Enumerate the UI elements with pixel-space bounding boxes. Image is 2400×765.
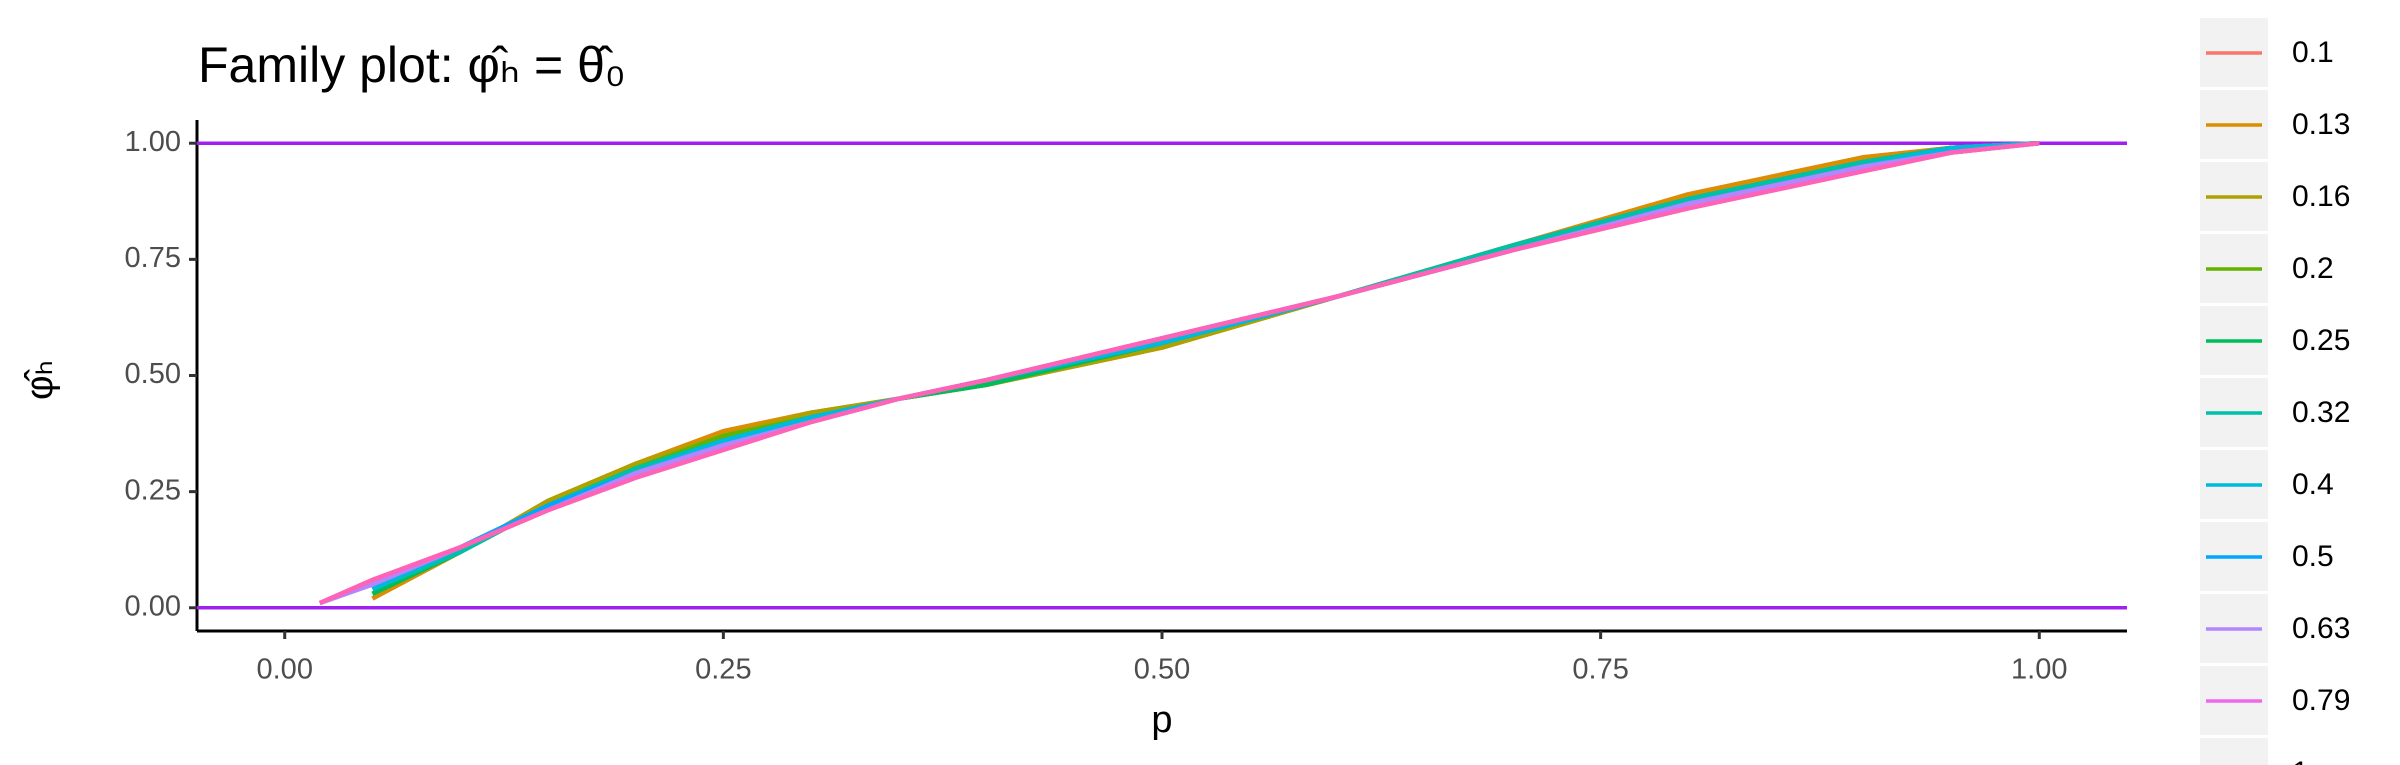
legend-label: 0.32	[2292, 396, 2350, 429]
y-tick-label: 0.50	[125, 358, 181, 390]
chart-title: Family plot: φ̂ₕ = θ̂₀	[198, 37, 626, 93]
series-line	[371, 140, 2040, 601]
series-line	[371, 140, 2040, 596]
legend-label: 0.13	[2292, 108, 2350, 141]
legend-label: 0.5	[2292, 540, 2334, 573]
x-tick-label: 1.00	[2011, 654, 2067, 686]
legend-label: 0.25	[2292, 324, 2350, 357]
series-line	[318, 140, 2040, 606]
legend-label: 1	[2292, 756, 2309, 765]
series-line	[371, 140, 2040, 601]
series-line	[319, 140, 2040, 606]
series-line	[371, 140, 2040, 596]
x-axis-title: p	[1151, 699, 1172, 741]
legend-label: 0.79	[2292, 684, 2350, 717]
series-line	[371, 140, 2040, 587]
y-axis-title: φ̂ₕ	[19, 360, 61, 400]
legend-label: 0.1	[2292, 36, 2334, 69]
series-line	[371, 140, 2040, 596]
series-line	[318, 140, 2040, 606]
x-tick-label: 0.75	[1572, 654, 1628, 686]
legend-label: 0.4	[2292, 468, 2334, 501]
y-tick-label: 1.00	[125, 126, 181, 158]
x-tick-label: 0.25	[695, 654, 751, 686]
legend-label: 0.2	[2292, 252, 2334, 285]
legend-label: 0.16	[2292, 180, 2350, 213]
legend-label: 0.63	[2292, 612, 2350, 645]
x-tick-label: 0.00	[257, 654, 313, 686]
legend-key	[2200, 738, 2268, 765]
x-tick-label: 0.50	[1134, 654, 1190, 686]
series-line	[371, 140, 2040, 592]
series-line	[371, 140, 2040, 592]
y-tick-label: 0.25	[125, 474, 181, 506]
y-tick-label: 0.00	[125, 590, 181, 622]
y-tick-label: 0.75	[125, 242, 181, 274]
